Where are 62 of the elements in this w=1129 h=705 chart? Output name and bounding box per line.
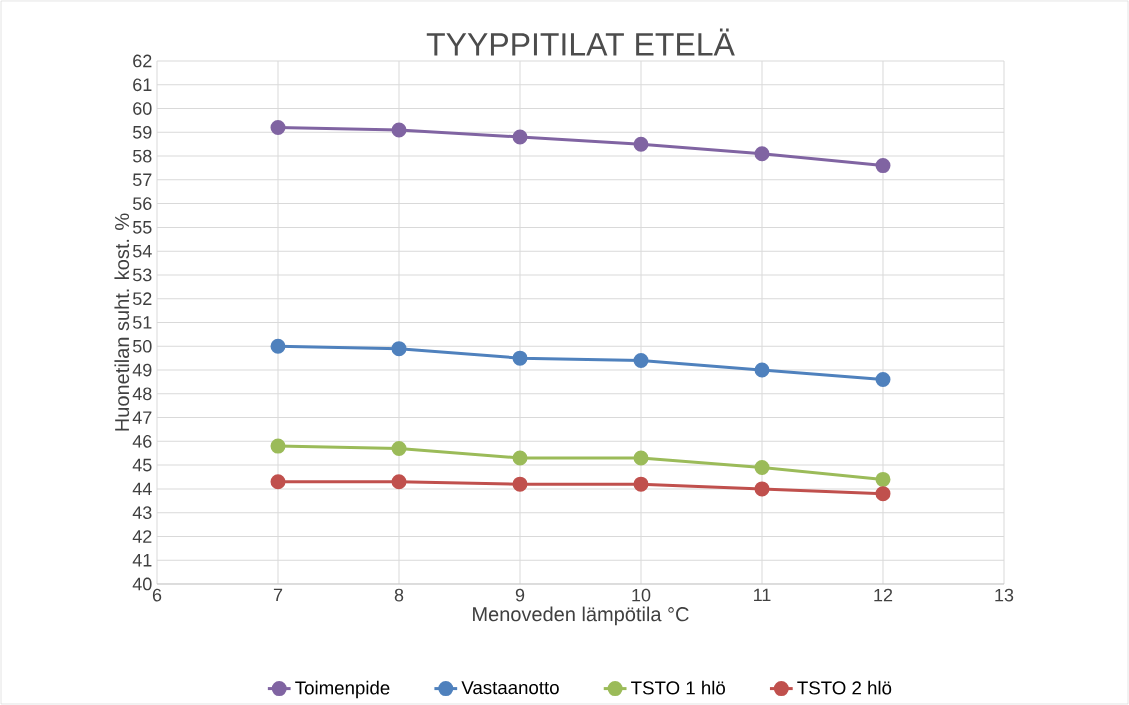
y-tick-label: 50 bbox=[132, 339, 152, 353]
y-tick-label: 52 bbox=[132, 292, 152, 306]
x-tick-label: 6 bbox=[152, 588, 162, 602]
legend-label: TSTO 2 hlö bbox=[797, 680, 892, 695]
chart-title: TYYPPITILAT ETELÄ bbox=[426, 28, 735, 56]
y-tick-label: 62 bbox=[133, 54, 152, 68]
y-tick-label: 45 bbox=[132, 458, 152, 472]
y-tick-label: 56 bbox=[132, 197, 152, 210]
y-tick-label: 53 bbox=[132, 268, 152, 282]
point bbox=[391, 440, 407, 456]
legend-label: Vastaanotto bbox=[461, 681, 559, 695]
point bbox=[391, 122, 407, 138]
point bbox=[875, 486, 891, 502]
point bbox=[633, 353, 649, 369]
y-tick-label: 44 bbox=[132, 482, 152, 496]
y-tick-label: 43 bbox=[132, 506, 152, 520]
point bbox=[512, 350, 528, 366]
point bbox=[875, 158, 891, 174]
y-tick-label: 57 bbox=[132, 173, 152, 187]
x-tick-label: 11 bbox=[754, 588, 771, 602]
point bbox=[512, 129, 528, 145]
y-tick-label: 58 bbox=[132, 149, 152, 163]
point bbox=[633, 136, 649, 152]
y-tick-label: 42 bbox=[132, 530, 152, 543]
point bbox=[391, 341, 407, 357]
point bbox=[270, 438, 286, 454]
y-tick-label: 41 bbox=[132, 554, 152, 567]
point bbox=[633, 450, 649, 466]
point bbox=[270, 338, 286, 354]
point bbox=[512, 476, 528, 492]
legend-label: Toimenpide bbox=[295, 680, 390, 699]
y-tick-label: 61 bbox=[133, 78, 152, 92]
point bbox=[270, 474, 286, 490]
point bbox=[391, 474, 407, 490]
y-tick-label: 48 bbox=[132, 387, 152, 401]
point bbox=[633, 476, 649, 492]
y-tick-label: 55 bbox=[132, 221, 152, 234]
point bbox=[875, 471, 891, 487]
y-axis-title: Huonetilan suht. kost. % bbox=[114, 213, 130, 431]
point bbox=[754, 460, 770, 475]
x-axis-title: Menoveden lämpötila °C bbox=[473, 606, 689, 626]
x-tick-label: 9 bbox=[515, 588, 525, 602]
point bbox=[754, 146, 770, 162]
y-tick-label: 49 bbox=[132, 363, 152, 377]
point bbox=[754, 481, 770, 497]
x-tick-label: 10 bbox=[632, 588, 651, 602]
point bbox=[875, 372, 891, 388]
y-tick-label: 59 bbox=[132, 125, 152, 139]
x-tick-label: 13 bbox=[995, 588, 1014, 602]
legend-label: TSTO 1 hlö bbox=[631, 680, 725, 695]
y-tick-label: 51 bbox=[132, 316, 152, 329]
point bbox=[754, 362, 770, 378]
x-tick-label: 7 bbox=[273, 588, 283, 602]
x-tick-label: 8 bbox=[394, 588, 404, 602]
y-tick-label: 47 bbox=[132, 411, 152, 424]
point bbox=[270, 120, 286, 136]
y-tick-label: 60 bbox=[133, 102, 152, 115]
y-tick-label: 54 bbox=[132, 244, 152, 258]
y-tick-label: 46 bbox=[132, 434, 152, 448]
point bbox=[512, 450, 528, 466]
x-tick-label: 12 bbox=[874, 588, 893, 602]
y-tick-label: 40 bbox=[132, 577, 152, 591]
